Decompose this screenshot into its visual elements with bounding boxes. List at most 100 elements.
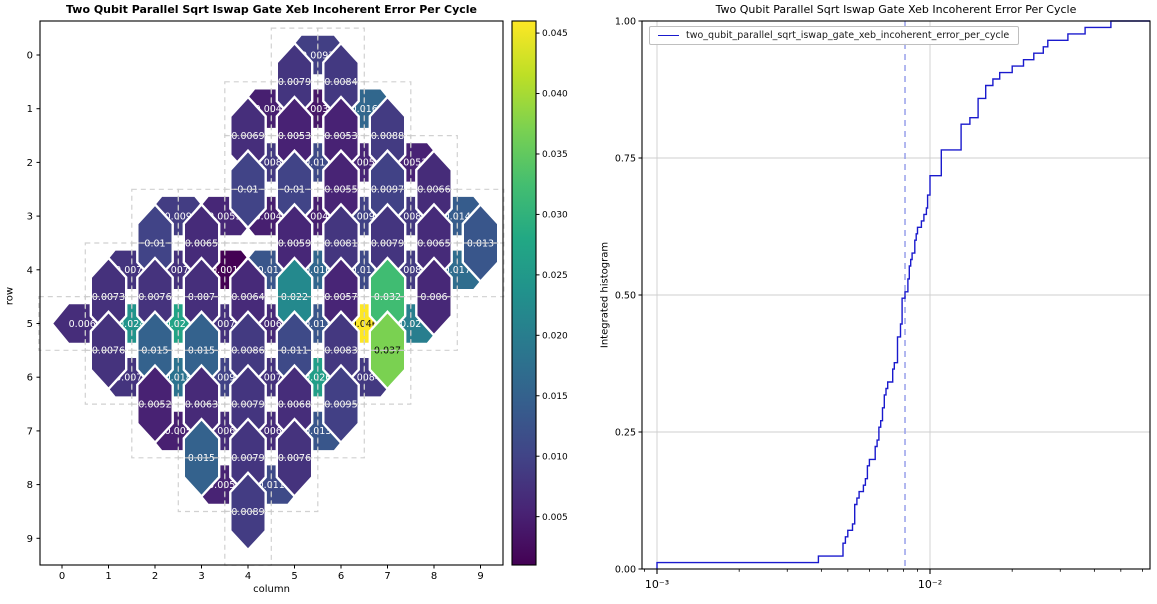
pair-value-label: 0.0079 [231, 453, 264, 464]
pair-value-label: 0.0073 [92, 292, 125, 303]
colorbar-tick-label: 0.010 [542, 452, 568, 462]
colorbar-tick-label: 0.015 [542, 392, 568, 402]
pair-hexagon [322, 363, 360, 445]
qubit-grid-cell [317, 403, 365, 459]
colorbar-tick-label: 0.020 [542, 331, 568, 341]
heatmap-ylabel: row [4, 286, 16, 306]
pair-value-label: 0.037 [374, 346, 401, 357]
qubit-pair-cell: 0.037 [368, 310, 407, 391]
pair-value-label: 0.0088 [371, 131, 404, 142]
qubit-grid-cell [410, 296, 458, 351]
heatmap-y-tick-label: 0 [27, 51, 33, 62]
pair-value-label: 0.0055 [324, 185, 357, 196]
pair-value-label: 0.0059 [278, 238, 311, 249]
pair-hexagon [275, 417, 314, 499]
colorbar-tick-label: 0.030 [542, 211, 568, 221]
cdf-axes: 0.00 0.25 0.50 0.75 1.00 10⁻³ 10⁻² [615, 16, 1151, 591]
colorbar-tick-label: 0.040 [542, 90, 568, 100]
pair-value-label: 0.0076 [278, 453, 311, 464]
cdf-y-tick-label: 0.00 [615, 564, 636, 575]
qubit-grid-cell [456, 242, 505, 298]
qubit-pair-cell: 0.0076 [89, 310, 128, 391]
pair-value-label: 0.0097 [371, 185, 404, 196]
pair-value-label: 0.0063 [185, 399, 218, 410]
legend-label: two_qubit_parallel_sqrt_iswap_gate_xeb_i… [686, 30, 1010, 41]
pair-value-label: 0.015 [188, 346, 215, 357]
pair-value-label: 0.011 [281, 346, 308, 357]
heatmap-x-tick-label: 6 [338, 571, 344, 582]
heatmap-xlabel: column [253, 584, 290, 595]
pair-value-label: 0.01 [237, 185, 258, 196]
pair-value-label: 0.0079 [371, 238, 404, 249]
pair-value-label: 0.01 [144, 238, 165, 249]
pair-value-label: 0.0079 [278, 77, 311, 88]
cdf-x-tick-label: 10⁻² [918, 578, 942, 591]
legend: two_qubit_parallel_sqrt_iswap_gate_xeb_i… [649, 26, 1020, 45]
pair-value-label: 0.0068 [278, 399, 311, 410]
pair-hexagon [89, 310, 128, 391]
pair-value-label: 0.0053 [278, 131, 311, 142]
heatmap-y-tick-label: 5 [27, 319, 33, 330]
qubit-grid-cell [317, 27, 365, 83]
pair-value-label: 0.032 [374, 292, 401, 303]
pair-hexagon [229, 471, 267, 552]
pair-value-label: 0.01 [284, 185, 305, 196]
heatmap-y-tick-label: 4 [27, 265, 33, 276]
cdf-ylabel: Integrated histogram [599, 241, 611, 349]
pair-value-label: 0.022 [281, 292, 308, 303]
cdf-y-tick-label: 0.75 [615, 153, 636, 164]
qubit-pair-cell: 0.0095 [322, 363, 360, 445]
heatmap-x-tick-label: 5 [291, 571, 297, 582]
heatmap-x-tick-label: 3 [198, 571, 204, 582]
pair-value-label: 0.015 [141, 346, 168, 357]
heatmap-y-tick-label: 2 [27, 158, 33, 169]
cdf-title: Two Qubit Parallel Sqrt Iswap Gate Xeb I… [715, 3, 1077, 16]
heatmap-x-tick-label: 4 [245, 571, 251, 582]
heatmap-y-tick-label: 3 [27, 212, 33, 223]
heatmap-y-tick-label: 7 [27, 426, 33, 437]
pair-value-label: 0.0076 [138, 292, 171, 303]
qubit-pair-cell: 0.015 [182, 417, 221, 499]
qubit-pair-cell: 0.0052 [136, 363, 174, 445]
pair-value-label: 0.006 [420, 292, 447, 303]
heatmap-y-tick-label: 1 [27, 104, 33, 115]
pair-value-label: 0.0064 [231, 292, 264, 303]
colorbar-tick-label: 0.025 [542, 271, 568, 281]
heatmap-title: Two Qubit Parallel Sqrt Iswap Gate Xeb I… [65, 3, 478, 16]
heatmap-x-tick-label: 0 [59, 571, 65, 582]
heatmap-y-tick-label: 6 [27, 373, 33, 384]
pair-value-label: 0.0095 [324, 399, 357, 410]
qubit-grid-cell [270, 457, 319, 513]
pair-value-label: 0.015 [188, 453, 215, 464]
pair-value-label: 0.0057 [324, 292, 357, 303]
pair-value-label: 0.0089 [231, 507, 264, 518]
cdf-y-tick-label: 0.50 [615, 290, 636, 301]
heatmap-x-tick-label: 7 [384, 571, 390, 582]
legend-line-sample [658, 35, 679, 36]
cdf-y-tick-label: 1.00 [615, 16, 636, 27]
pair-value-label: 0.0084 [324, 77, 357, 88]
pair-value-label: 0.0065 [417, 238, 450, 249]
pair-hexagon [229, 148, 267, 230]
qubit-grid-cell [410, 135, 458, 190]
heatmap-x-tick-label: 8 [431, 571, 437, 582]
qubit-pair-cell: 0.01 [229, 148, 267, 230]
qubit-pair-cell: 0.006 [415, 256, 453, 338]
pair-value-label: 0.0079 [231, 399, 264, 410]
pair-value-label: 0.0066 [417, 185, 450, 196]
heatmap-y-tick-label: 8 [27, 480, 33, 491]
pair-hexagon [182, 417, 221, 499]
heatmap-x-tick-label: 9 [477, 571, 483, 582]
qubit-pair-cell: 0.0089 [229, 471, 267, 552]
pair-value-label: 0.0065 [185, 238, 218, 249]
heatmap-x-tick-label: 2 [152, 571, 158, 582]
pair-value-label: 0.007 [188, 292, 215, 303]
pair-value-label: 0.0086 [231, 346, 264, 357]
pair-hexagon [368, 310, 407, 391]
colorbar-tick-label: 0.035 [542, 150, 568, 160]
colorbar-tick-label: 0.045 [542, 29, 568, 39]
colorbar: 0.005 0.010 0.015 0.020 0.025 0.030 0.035 0.040… [511, 20, 568, 566]
